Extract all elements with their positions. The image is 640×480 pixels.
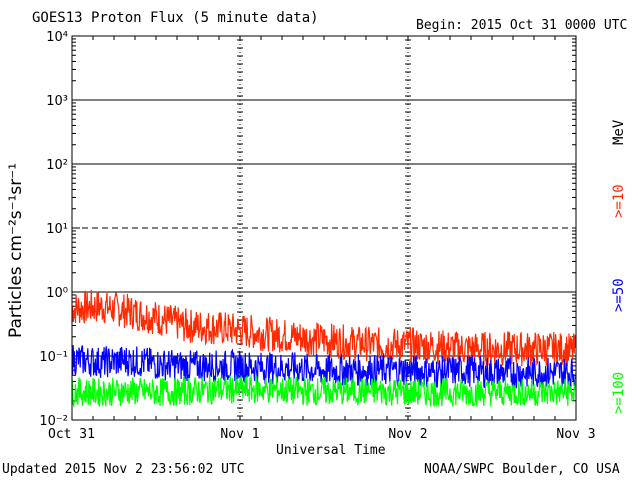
begin-time: Begin: 2015 Oct 31 0000 UTC — [416, 18, 628, 33]
legend-series-100: >=100 — [611, 371, 627, 414]
chart-title: GOES13 Proton Flux (5 minute data) — [32, 10, 319, 26]
y-tick-label: 10⁴ — [46, 30, 68, 45]
y-axis-label: Particles cm⁻²s⁻¹sr⁻¹ — [6, 162, 26, 338]
y-tick-label: 10¹ — [46, 222, 68, 237]
x-tick-label: Nov 2 — [388, 427, 427, 442]
legend-unit: MeV — [611, 119, 627, 145]
x-axis-label: Universal Time — [276, 443, 386, 458]
y-tick-label: 10⁻¹ — [39, 350, 68, 365]
plot-frame — [71, 35, 577, 421]
updated-time: Updated 2015 Nov 2 23:56:02 UTC — [2, 462, 245, 477]
y-tick-label: 10⁰ — [46, 286, 68, 301]
series-line-ge100 — [71, 375, 577, 409]
legend-series-50: >=50 — [611, 278, 627, 312]
credit: NOAA/SWPC Boulder, CO USA — [424, 462, 620, 477]
legend-series-10: >=10 — [611, 184, 627, 218]
y-tick-label: 10² — [46, 158, 68, 173]
x-tick-label: Oct 31 — [48, 427, 95, 442]
y-tick-label: 10³ — [46, 94, 68, 109]
x-tick-label: Nov 1 — [220, 427, 259, 442]
y-tick-label: 10⁻² — [39, 414, 68, 429]
x-tick-label: Nov 3 — [556, 427, 595, 442]
series-line-ge10 — [71, 289, 577, 368]
